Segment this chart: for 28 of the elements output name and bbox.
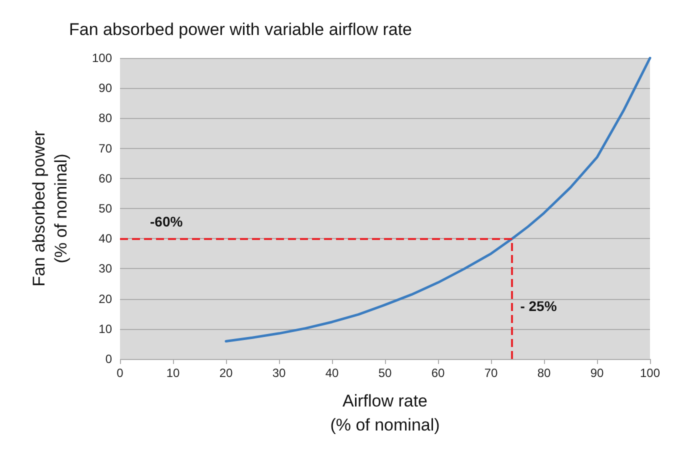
x-tick-label: 30: [272, 366, 286, 380]
x-tick-label: 10: [166, 366, 180, 380]
x-tick-label: 20: [219, 366, 233, 380]
y-tick-label: 90: [98, 81, 112, 96]
x-tick-label: 80: [537, 366, 551, 380]
y-tick-label: 30: [98, 262, 112, 276]
y-axis-title: Fan absorbed power (% of nominal): [30, 130, 70, 286]
line-series: [224, 56, 652, 342]
x-tick-label: 0: [116, 366, 124, 380]
y-tick-label: 0: [105, 352, 112, 366]
y-tick-label: 10: [98, 322, 112, 336]
x-tick-label: 50: [378, 366, 392, 380]
y-tick-label: 70: [98, 141, 112, 156]
y-tick-label: 80: [98, 111, 112, 126]
y-tick-label: 60: [98, 171, 112, 186]
y-tick-label: 50: [98, 202, 112, 216]
x-tick-label: 70: [484, 366, 498, 380]
y-tick-label: 20: [98, 292, 112, 306]
x-tick-label: 90: [590, 366, 604, 380]
y-tick-label: 100: [92, 51, 112, 65]
annotation: -60%: [150, 214, 184, 230]
x-tick-label: 40: [325, 366, 339, 380]
chart-title: Fan absorbed power with variable airflow rate: [69, 20, 412, 39]
x-tick-label: 100: [640, 366, 660, 380]
y-tick-label: 40: [98, 232, 112, 246]
x-tick-label: 60: [431, 366, 445, 380]
annotation: - 25%: [520, 298, 558, 314]
x-axis-title: Airflow rate (% of nominal): [330, 392, 440, 434]
